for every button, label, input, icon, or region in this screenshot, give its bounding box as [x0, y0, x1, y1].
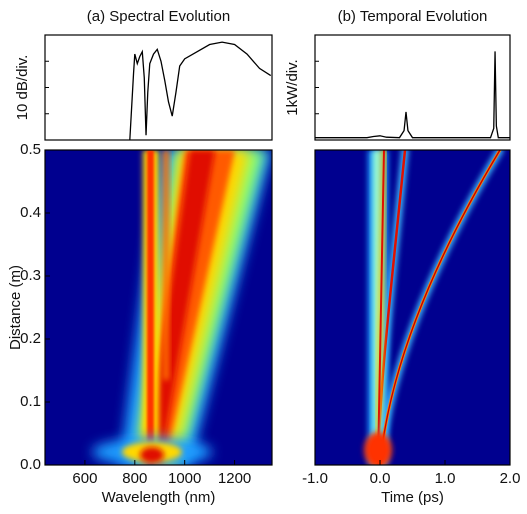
x-tick-label: 2.0	[500, 470, 521, 487]
x-tick-label: 600	[72, 470, 97, 487]
x-tick-label: 800	[122, 470, 147, 487]
heatmap-image	[45, 150, 272, 465]
panel-title: (a) Spectral Evolution	[87, 8, 230, 25]
y-tick-label: 0.2	[20, 330, 41, 347]
y-tick-label: 0.4	[20, 204, 41, 221]
spectrum-line	[129, 41, 272, 141]
x-tick-label: 1000	[168, 470, 201, 487]
y-tick-label: 0.1	[20, 393, 41, 410]
x-tick-label: 1.0	[435, 470, 456, 487]
y-axis-label: 10 dB/div.	[14, 55, 31, 121]
x-tick-label: -1.0	[302, 470, 328, 487]
y-axis-label: Distance (m)	[7, 265, 24, 350]
x-tick-label: 0.0	[370, 470, 391, 487]
x-axis-label: Wavelength (nm)	[102, 489, 216, 506]
x-axis-label: Time (ps)	[381, 489, 444, 506]
spectrum-line	[315, 51, 510, 139]
y-tick-label: 0.3	[20, 267, 41, 284]
panel-title: (b) Temporal Evolution	[338, 8, 488, 25]
y-axis-label: 1kW/div.	[284, 59, 301, 115]
x-tick-label: 1200	[218, 470, 251, 487]
plot-frame	[44, 149, 273, 466]
y-tick-label: 0.0	[20, 456, 41, 473]
y-tick-label: 0.5	[20, 141, 41, 158]
plot-frame	[314, 149, 511, 466]
plot-frame	[44, 34, 273, 141]
plot-frame	[314, 34, 511, 141]
heatmap-image	[315, 150, 510, 465]
